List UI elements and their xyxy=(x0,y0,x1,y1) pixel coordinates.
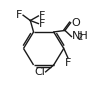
Text: F: F xyxy=(65,58,71,68)
Text: 2: 2 xyxy=(77,33,83,42)
Text: Cl: Cl xyxy=(34,67,45,77)
Text: F: F xyxy=(39,19,46,29)
Text: F: F xyxy=(39,11,46,21)
Text: F: F xyxy=(16,10,22,20)
Text: O: O xyxy=(71,18,80,28)
Text: NH: NH xyxy=(72,31,89,41)
